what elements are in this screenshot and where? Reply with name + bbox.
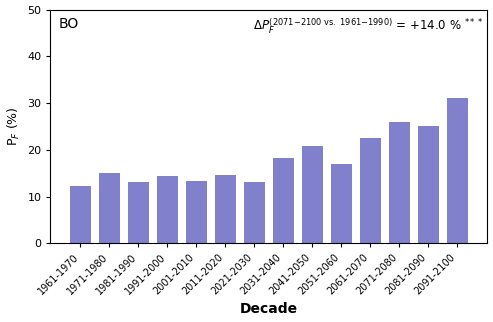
- Bar: [331, 164, 352, 243]
- Bar: [244, 182, 265, 243]
- Bar: [157, 176, 177, 243]
- Bar: [360, 138, 381, 243]
- Text: $\Delta P_F^{(2071\mathsf{-}2100\ \mathsf{vs.}\ 1961\mathsf{-}1990)}$ = +14.0 % : $\Delta P_F^{(2071\mathsf{-}2100\ \maths…: [253, 16, 483, 36]
- Bar: [418, 126, 439, 243]
- Bar: [447, 98, 467, 243]
- Bar: [186, 181, 207, 243]
- Bar: [389, 122, 410, 243]
- Bar: [302, 146, 322, 243]
- Bar: [273, 158, 293, 243]
- Y-axis label: P$_F$ (%): P$_F$ (%): [5, 107, 22, 146]
- Bar: [99, 173, 119, 243]
- Text: BO: BO: [59, 16, 79, 31]
- Bar: [215, 175, 236, 243]
- Bar: [70, 186, 91, 243]
- X-axis label: Decade: Decade: [240, 302, 298, 317]
- Bar: [128, 182, 148, 243]
